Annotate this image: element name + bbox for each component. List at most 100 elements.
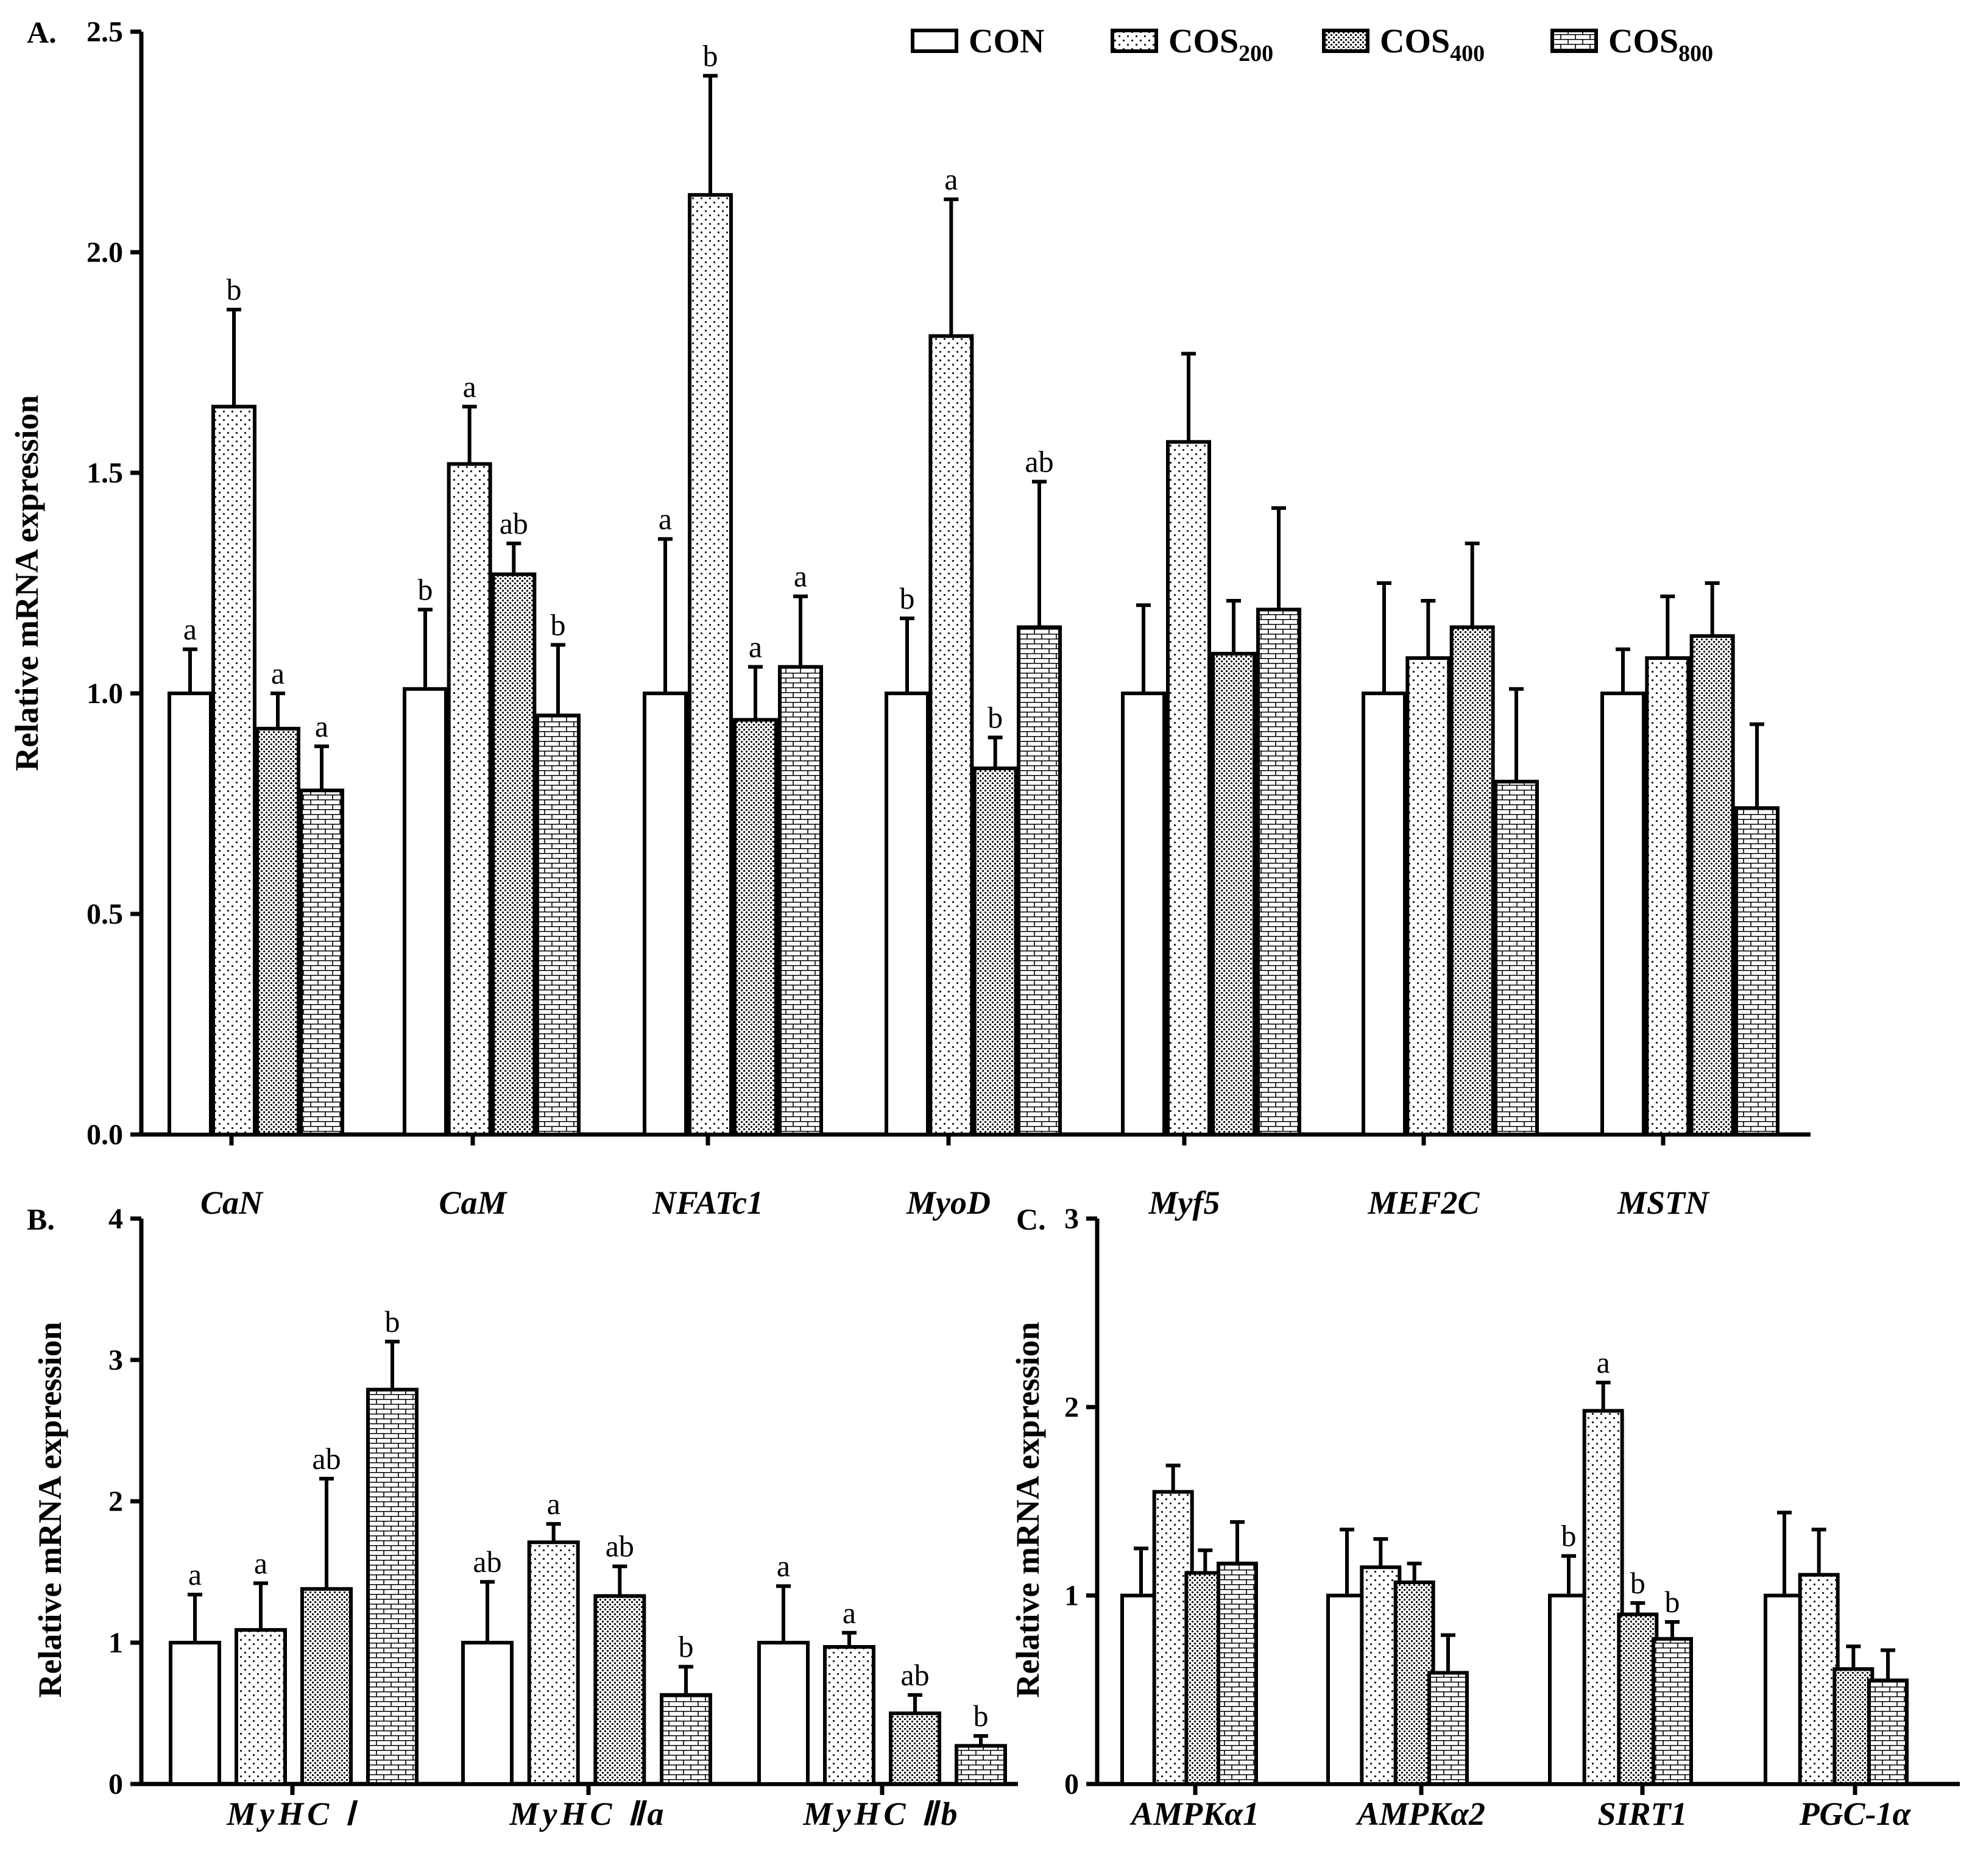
bar [1405,656,1451,1136]
bar [168,692,213,1136]
bar [1211,651,1256,1136]
bar [300,1587,353,1786]
significance-label: b [1665,1585,1680,1619]
significance-label: a [188,1557,202,1591]
y-tick-label: 2 [1064,1391,1079,1423]
category-label: MEF2C [1367,1184,1480,1221]
significance-label: a [254,1546,267,1580]
y-tick-label: 1 [1064,1580,1079,1612]
bar [1734,806,1779,1136]
y-tick-label: 2 [108,1485,123,1518]
bar [1017,625,1062,1136]
significance-label: ab [1025,444,1053,478]
bar [778,665,823,1137]
bar [660,1693,712,1786]
bar [366,1387,419,1786]
significance-label: a [183,612,197,646]
significance-label: b [551,607,566,642]
significance-label: a [315,709,328,743]
significance-label: b [703,38,718,73]
bar [535,713,581,1136]
significance-label: b [900,581,915,615]
bar [1617,1612,1659,1786]
bar [1600,692,1645,1136]
significance-label: a [463,369,476,403]
category-label: AMPKα2 [1355,1796,1485,1832]
bar [688,193,733,1136]
significance-label: b [974,1699,989,1733]
y-tick-label: 2.0 [87,236,123,269]
legend-label-base: CON [969,23,1044,60]
significance-label: ab [606,1529,634,1563]
legend-label-subscript: 800 [1678,41,1713,66]
significance-label: ab [500,506,528,540]
bar [1362,692,1407,1136]
y-tick-label: 0 [108,1768,123,1800]
legend-label-base: COS [1380,23,1450,60]
category-label: MSTN [1617,1184,1710,1221]
y-axis-label: Relative mRNA expression [32,1322,68,1698]
legend-label-subscript: 200 [1239,41,1273,66]
legend-swatch [911,29,958,53]
bar [403,687,448,1136]
y-tick-label: 4 [108,1203,123,1235]
bar [1166,440,1211,1137]
significance-label: a [1597,1345,1610,1379]
legend-label: CON [969,23,1044,60]
bar [1326,1593,1368,1786]
significance-label: a [944,162,958,196]
category-label: AMPKα1 [1129,1796,1259,1832]
significance-label: a [794,559,807,593]
panel-label: A. [27,15,57,49]
y-tick-label: 0 [1064,1768,1079,1800]
significance-label: a [777,1549,790,1583]
category-label: Myf5 [1148,1184,1220,1221]
significance-label: ab [312,1442,341,1476]
bar [972,766,1018,1136]
bar [1582,1409,1624,1786]
bar [1217,1562,1258,1786]
bar [643,692,688,1136]
bar [447,462,492,1136]
significance-label: b [1630,1566,1645,1600]
bar [1652,1637,1693,1786]
panel-label: B. [27,1202,55,1236]
category-label: CaM [439,1184,507,1221]
bar [1427,1671,1469,1786]
bar [1798,1573,1840,1786]
category-label: MyHC Ⅱa [509,1796,667,1832]
significance-label: a [659,502,672,536]
bar [461,1641,514,1786]
category-label: NFATc1 [652,1184,763,1221]
significance-label: ab [473,1545,501,1579]
y-tick-label: 2.5 [87,16,123,48]
category-label: MyoD [906,1184,991,1221]
bar [255,726,300,1137]
category-label: SIRT1 [1597,1796,1687,1832]
significance-label: a [271,656,284,690]
bar [211,405,256,1136]
significance-label: b [988,700,1003,734]
y-tick-label: 3 [1064,1203,1079,1235]
y-axis-label: Relative mRNA expression [1009,1322,1046,1698]
bar [955,1744,1007,1786]
bar [169,1641,221,1786]
category-label: MyHC Ⅱb [802,1796,961,1832]
y-tick-label: 1.0 [87,678,123,710]
bar [527,1540,580,1786]
bar [733,718,778,1136]
significance-label: b [679,1629,694,1663]
bar [593,1594,646,1786]
significance-label: ab [900,1658,929,1692]
bar [1548,1593,1589,1786]
category-label: CaN [200,1184,264,1221]
legend-swatch [1550,29,1598,53]
bar [889,1711,941,1786]
bar [1494,779,1539,1137]
legend-label-subscript: 400 [1450,41,1485,66]
legend-label: COS800 [1608,23,1713,66]
bar [928,334,974,1136]
y-tick-label: 0.0 [87,1119,123,1151]
